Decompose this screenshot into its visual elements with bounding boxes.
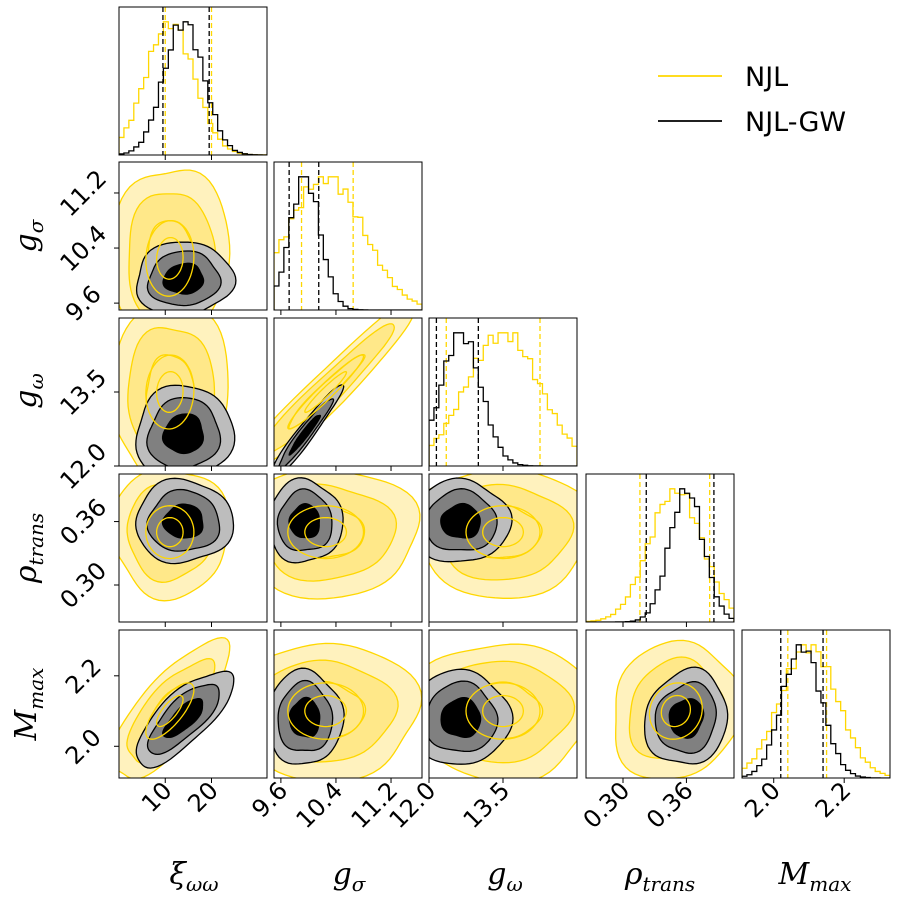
xtick-label-4-0: 2.0 <box>739 776 786 823</box>
xlabel-4: Mmax <box>778 857 852 896</box>
contour-overlay-njl-2-1-1 <box>304 371 348 413</box>
xlabel-2: gω <box>487 857 523 896</box>
contour-njl-gw-4-2-2 <box>440 696 482 739</box>
contour-overlay-njl-4-0-1 <box>155 694 184 728</box>
panel-2-0: 12.0 13.5 <box>55 317 268 496</box>
contour-overlay-njl-2-0-1 <box>155 371 184 413</box>
contour-overlay-njl-3-2-0 <box>465 505 541 560</box>
frame-3-0 <box>118 473 268 623</box>
xtick-label-0-0: 10 <box>136 776 177 817</box>
ylabel-2: gω <box>9 373 48 409</box>
histogram-njl-3 <box>586 488 734 622</box>
panel-4-0: 2.0 2.2 10 20 <box>60 629 268 818</box>
contour-njl-2-1-1 <box>274 323 395 452</box>
panel-3-3 <box>585 473 735 627</box>
ylabel-1: gσ <box>9 218 48 252</box>
contour-overlay-njl-1-0-1 <box>155 236 184 280</box>
legend-label-njl-gw: NJL-GW <box>745 107 846 138</box>
frame-1-0 <box>118 161 268 311</box>
frame-4-4 <box>741 629 891 779</box>
xtick-label-2-1: 13.5 <box>458 776 516 834</box>
histogram-njl-gw-4 <box>742 644 890 778</box>
contour-overlay-njl-4-2-0 <box>465 682 541 740</box>
histogram-njl-gw-2 <box>429 332 577 466</box>
contour-overlay-njl-3-1-1 <box>304 516 348 548</box>
xtick-label-2-0: 12.0 <box>384 776 442 834</box>
ytick-label-1-0: 9.6 <box>60 280 107 327</box>
axis-labels: ξωω gσ gω ρtrans Mmax gσ gω ρtrans Mmax <box>9 218 851 896</box>
contour-overlay-njl-2-0-0 <box>145 354 195 430</box>
ytick-label-3-1: 0.36 <box>55 493 113 551</box>
contour-njl-gw-3-2-2 <box>440 502 481 539</box>
xlabel-0: ξωω <box>169 857 218 896</box>
ytick-label-1-2: 11.2 <box>55 165 113 223</box>
xlabel-1: gσ <box>333 857 367 896</box>
contour-overlay-njl-3-0-0 <box>145 505 195 560</box>
contour-overlay-njl-4-3-1 <box>660 694 692 728</box>
panel-0-0 <box>118 6 268 160</box>
ytick-label-2-0: 12.0 <box>55 438 113 496</box>
panel-1-0: 9.610.411.2 <box>55 161 268 327</box>
ytick-label-2-1: 13.5 <box>55 364 113 422</box>
frame-2-1 <box>273 317 423 467</box>
histogram-njl-gw-0 <box>119 21 267 155</box>
xtick-label-1-1: 10.4 <box>291 776 349 834</box>
xtick-label-1-0: 9.6 <box>246 776 293 823</box>
xtick-label-0-1: 20 <box>182 776 223 817</box>
panel-4-1: 9.610.411.2 <box>246 629 423 834</box>
contour-njl-gw-2-1-2 <box>288 414 322 456</box>
frame-2-0 <box>118 317 268 467</box>
xtick-label-3-1: 0.36 <box>641 776 699 834</box>
ytick-label-3-0: 0.30 <box>55 557 113 615</box>
frame-1-1 <box>273 161 423 311</box>
ylabel-3: ρtrans <box>9 513 48 584</box>
contour-overlay-njl-4-1-1 <box>304 694 348 728</box>
legend-label-njl: NJL <box>745 62 788 93</box>
ytick-label-4-1: 2.2 <box>60 653 107 700</box>
histogram-njl-2 <box>429 332 577 466</box>
frame-0-0 <box>118 6 268 156</box>
frame-3-3 <box>585 473 735 623</box>
frame-2-2 <box>428 317 578 467</box>
contour-overlay-njl-2-1-0 <box>287 354 365 430</box>
panel-3-2 <box>428 473 578 627</box>
histogram-njl-1 <box>274 176 422 310</box>
panel-2-2 <box>428 317 578 471</box>
panel-4-4: 2.0 2.2 <box>739 629 891 823</box>
contour-overlay-njl-3-1-0 <box>287 505 365 560</box>
xtick-label-4-1: 2.2 <box>810 776 857 823</box>
contour-overlay-njl-3-2-1 <box>482 516 525 548</box>
frame-4-1 <box>273 629 423 779</box>
panel-3-0: 0.30 0.36 <box>55 473 268 627</box>
ytick-label-1-1: 10.4 <box>55 220 113 278</box>
xtick-label-3-0: 0.30 <box>578 776 636 834</box>
panel-1-1 <box>273 161 423 315</box>
panels: 9.610.411.212.013.50.300.362.02.210 20 9.6… <box>55 6 891 834</box>
contour-njl-gw-1-0-2 <box>162 262 205 295</box>
contour-overlay-njl-4-0-0 <box>145 682 195 740</box>
panel-4-2: 12.0 13.5 <box>384 629 578 834</box>
ytick-label-4-0: 2.0 <box>60 723 107 770</box>
ylabel-4: Mmax <box>9 668 48 742</box>
panel-4-3: 0.30 0.36 <box>578 629 735 834</box>
legend: NJL NJL-GW <box>658 62 846 138</box>
contour-njl-gw-2-0-2 <box>161 413 204 455</box>
contour-overlay-njl-1-0-0 <box>145 219 195 297</box>
contour-overlay-njl-4-2-1 <box>482 694 525 728</box>
contour-overlay-njl-4-1-0 <box>287 682 365 740</box>
panel-3-1 <box>273 473 423 627</box>
frame-3-1 <box>273 473 423 623</box>
panel-2-1 <box>273 317 423 471</box>
contour-overlay-njl-4-3-0 <box>648 682 703 740</box>
xlabel-3: ρtrans <box>624 857 695 896</box>
contour-overlay-njl-3-0-1 <box>155 516 184 548</box>
histogram-njl-4 <box>742 644 890 778</box>
frame-4-3 <box>585 629 735 779</box>
frame-4-0 <box>118 629 268 779</box>
